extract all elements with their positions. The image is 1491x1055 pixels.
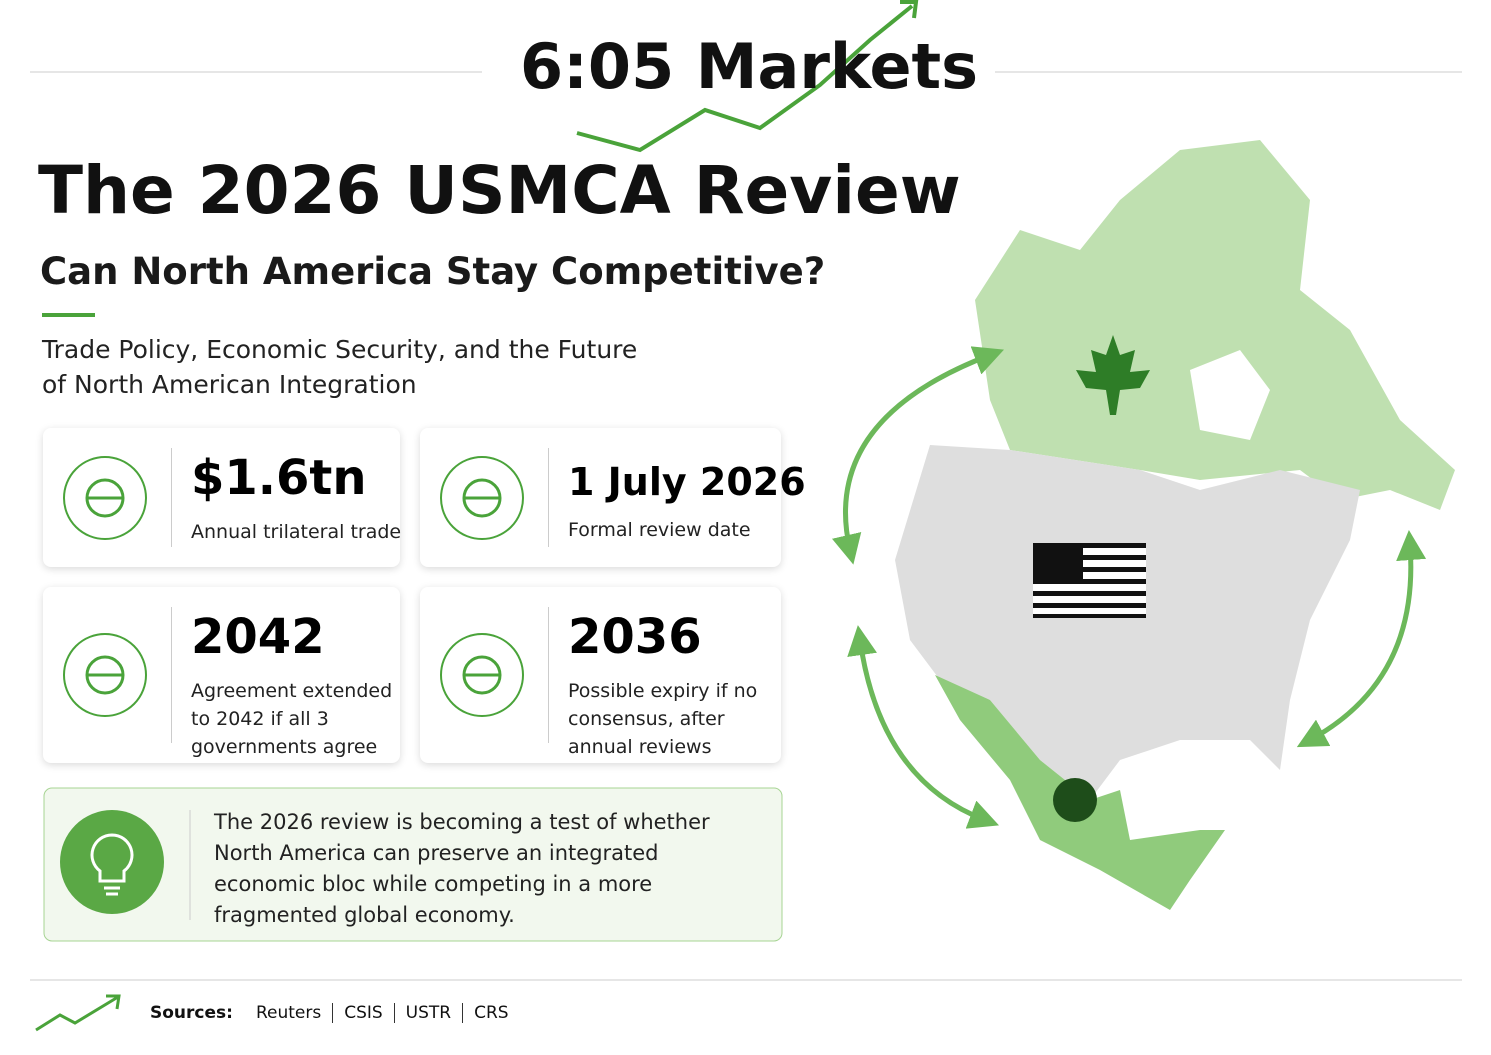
insight-line: North America can preserve an integrated	[214, 841, 659, 865]
trend-arrow	[900, 0, 919, 19]
flow-arrow	[1296, 530, 1427, 748]
divider	[548, 448, 549, 547]
stat-label: Formal review date	[568, 516, 751, 544]
source: CRS	[462, 1003, 519, 1023]
sources-label: Sources:	[150, 1003, 233, 1023]
stat-value: 2036	[568, 609, 702, 665]
insight-line: fragmented global economy.	[214, 903, 515, 927]
stat-label: Possible expiry if no consensus, after ann…	[568, 677, 757, 761]
stat-label-line: Agreement extended	[191, 680, 393, 702]
stat-label-line: governments agree	[191, 736, 378, 758]
description-line: Trade Policy, Economic Security, and the…	[42, 335, 638, 364]
stat-card: $1.6tn Annual trilateral trade	[43, 428, 401, 567]
divider	[548, 607, 549, 743]
insight-text: The 2026 review is becoming a test of wh…	[214, 807, 710, 931]
accent-bar	[42, 313, 95, 317]
hudson-bay	[1190, 350, 1270, 440]
stat-label-line: Formal review date	[568, 519, 751, 541]
stat-value: 1 July 2026	[568, 460, 806, 504]
description: Trade Policy, Economic Security, and the…	[42, 332, 637, 402]
insight-line: The 2026 review is becoming a test of wh…	[214, 810, 710, 834]
description-line: of North American Integration	[42, 370, 417, 399]
flow-arrow	[832, 346, 1005, 565]
stat-label: Annual trilateral trade	[191, 518, 401, 546]
usa	[895, 445, 1360, 800]
stat-card: 2042 Agreement extended to 2042 if all 3 go…	[43, 587, 400, 763]
divider	[171, 607, 172, 743]
title: The 2026 USMCA Review	[38, 152, 961, 229]
footer-icon	[106, 994, 121, 1010]
stat-card: 2036 Possible expiry if no consensus, afte…	[420, 587, 781, 763]
stat-label-line: annual reviews	[568, 736, 712, 758]
canada	[975, 140, 1455, 510]
flow-arrow	[847, 625, 1000, 829]
insight-line: economic bloc while competing in a more	[214, 872, 653, 896]
stat-card: 1 July 2026 Formal review date	[420, 428, 806, 567]
footer-icon	[35, 995, 119, 1032]
maple-leaf	[1076, 335, 1150, 415]
sources-list: Reuters CSIS USTR CRS	[245, 1003, 520, 1023]
source: CSIS	[332, 1003, 393, 1023]
stat-label-line: to 2042 if all 3	[191, 708, 329, 730]
brand: 6:05 Markets	[520, 30, 979, 103]
trend-line	[576, 4, 914, 153]
divider	[171, 448, 172, 547]
stat-label-line: Annual trilateral trade	[191, 521, 402, 543]
stat-label-line: consensus, after	[568, 708, 725, 730]
stat-icon	[440, 455, 524, 540]
sources: Sources: Reuters CSIS USTR CRS	[150, 1003, 520, 1023]
insight-icon	[60, 810, 164, 914]
stat-label: Agreement extended to 2042 if all 3 govern…	[191, 677, 392, 761]
stat-value: 2042	[191, 609, 325, 665]
bulb	[90, 833, 134, 896]
insight-box	[43, 787, 783, 942]
us-flag	[1033, 543, 1146, 618]
subtitle: Can North America Stay Competitive?	[40, 250, 826, 293]
stat-icon	[63, 455, 147, 540]
stat-icon	[63, 633, 147, 717]
source: Reuters	[255, 1003, 322, 1023]
source: USTR	[393, 1003, 462, 1023]
stat-label-line: Possible expiry if no	[568, 680, 758, 702]
stat-value: $1.6tn	[191, 450, 367, 506]
stat-icon	[440, 633, 524, 717]
mexico-emblem	[1053, 778, 1097, 822]
